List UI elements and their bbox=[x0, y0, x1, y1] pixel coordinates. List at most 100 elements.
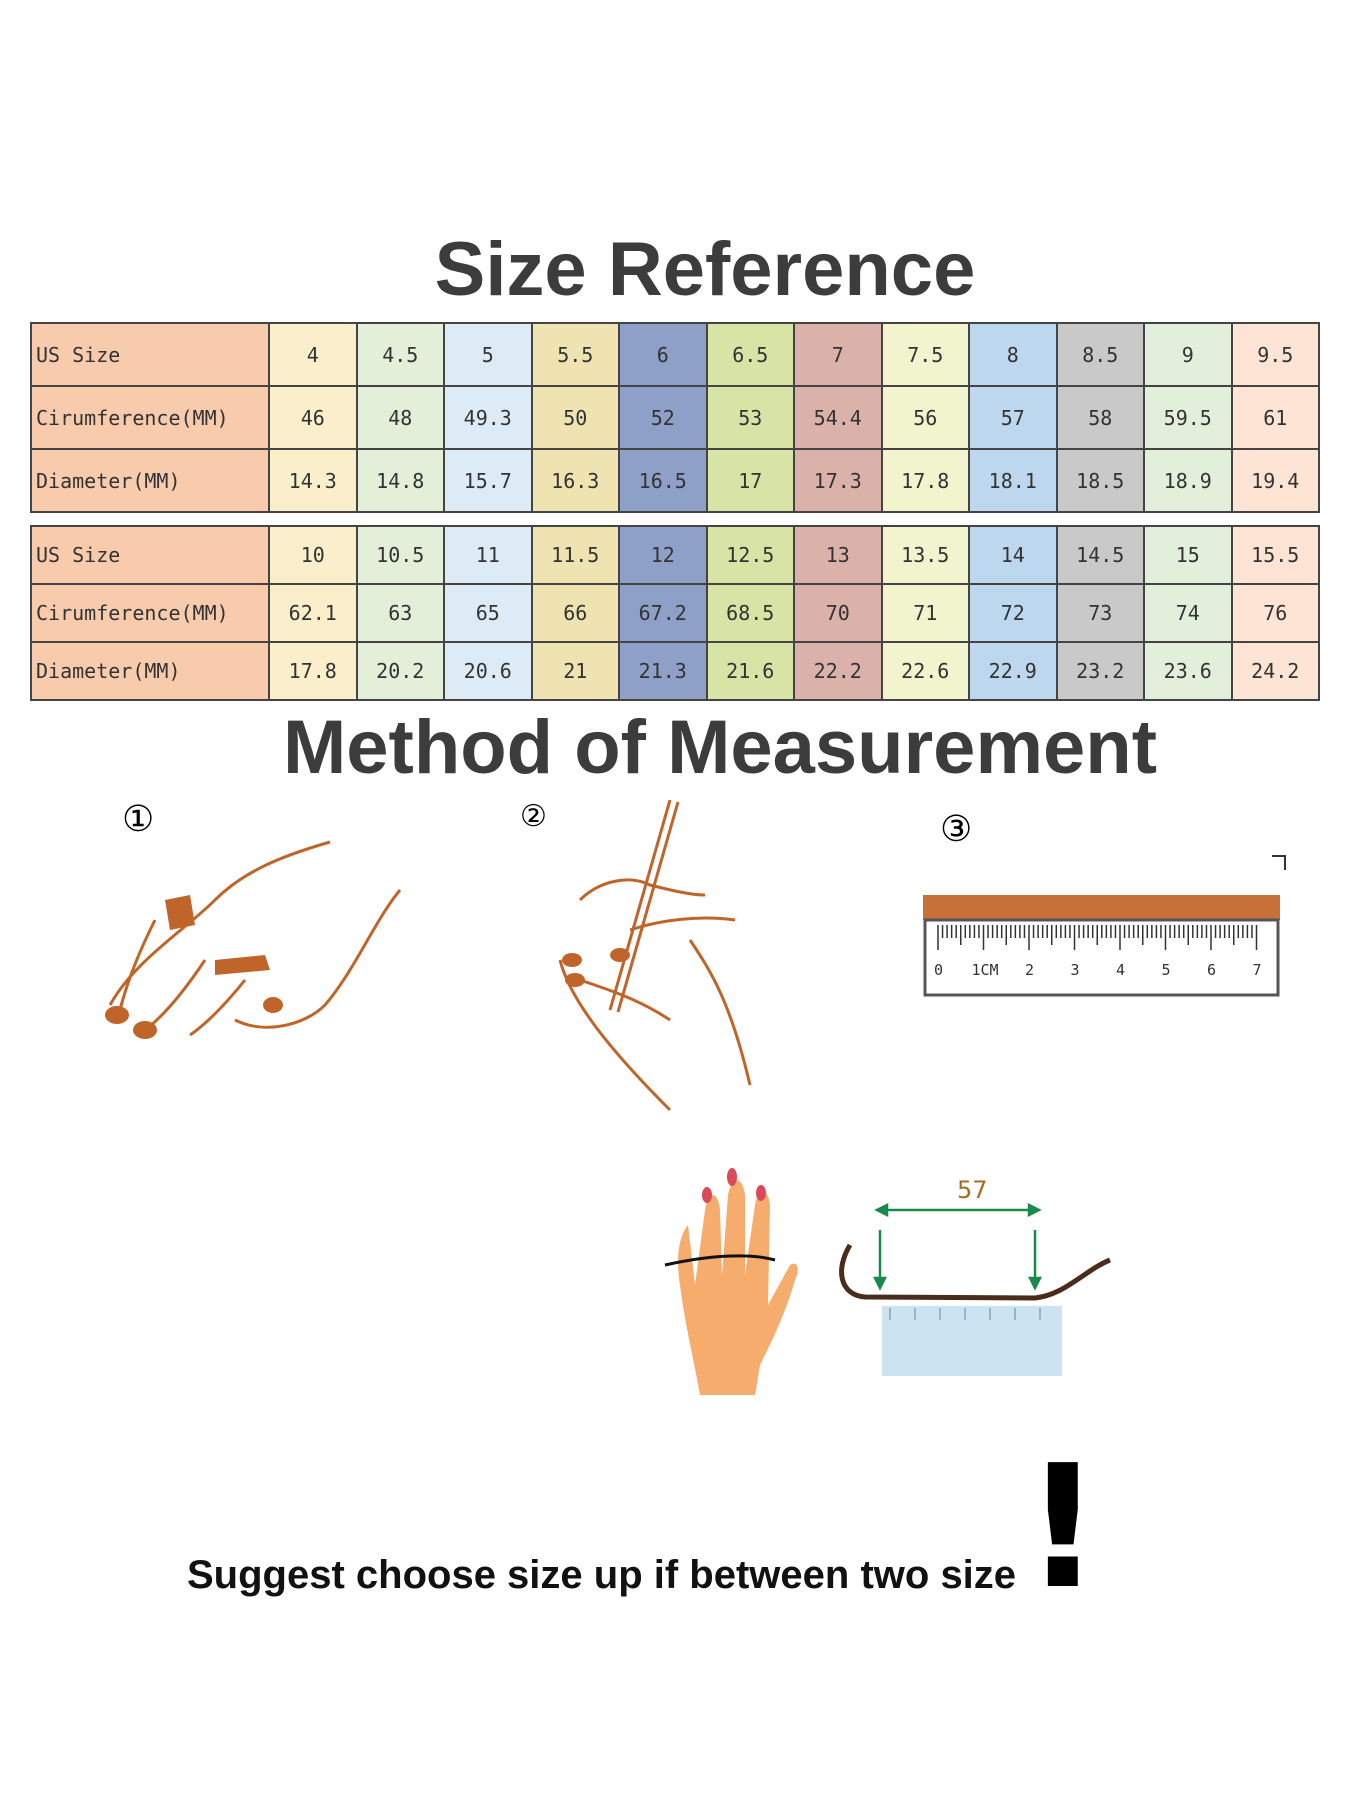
table-cell: 65 bbox=[443, 583, 533, 643]
table-cell: 62.1 bbox=[268, 583, 358, 643]
size-advice-note: Suggest choose size up if between two si… bbox=[187, 1553, 1017, 1597]
table-cell: 76 bbox=[1230, 583, 1320, 643]
table-cell: 74 bbox=[1143, 583, 1233, 643]
ruler-label: 2 bbox=[1025, 961, 1034, 979]
table-cell: 7.5 bbox=[880, 322, 970, 387]
table-row: US Size 10 10.5 11 11.5 12 12.5 13 13.5 14 14.5 15 1… bbox=[30, 525, 1320, 585]
table-cell: 23.2 bbox=[1055, 641, 1145, 701]
table-cell: 5.5 bbox=[530, 322, 620, 387]
table-cell: 63 bbox=[355, 583, 445, 643]
table-cell: 6.5 bbox=[705, 322, 795, 387]
ruler-label: 1CM bbox=[972, 961, 999, 979]
table-row: Cirumference(MM) 62.1 63 65 66 67.2 68.5 70 71 72… bbox=[30, 583, 1320, 643]
table-cell: 4.5 bbox=[355, 322, 445, 387]
table-cell: 20.2 bbox=[355, 641, 445, 701]
table-cell: 54.4 bbox=[793, 385, 883, 450]
table-cell: 4 bbox=[268, 322, 358, 387]
table-cell: 68.5 bbox=[705, 583, 795, 643]
table-cell: 56 bbox=[880, 385, 970, 450]
table-cell: 21.6 bbox=[705, 641, 795, 701]
table-cell: 9 bbox=[1143, 322, 1233, 387]
table-cell: 14.3 bbox=[268, 448, 358, 513]
table-cell: 13 bbox=[793, 525, 883, 585]
measure-value: 57 bbox=[957, 1176, 988, 1204]
table-cell: 16.3 bbox=[530, 448, 620, 513]
finger-string-illustration bbox=[664, 1168, 798, 1395]
row-label: Cirumference(MM) bbox=[30, 385, 270, 450]
table-cell: 46 bbox=[268, 385, 358, 450]
table-cell: 15.5 bbox=[1230, 525, 1320, 585]
table-cell: 49.3 bbox=[443, 385, 533, 450]
method-title: Method of Measurement bbox=[282, 705, 1158, 790]
row-label: US Size bbox=[30, 322, 270, 387]
table-cell: 11.5 bbox=[530, 525, 620, 585]
table-cell: 17.8 bbox=[268, 641, 358, 701]
step-3-number: ③ bbox=[940, 809, 973, 850]
table-cell: 50 bbox=[530, 385, 620, 450]
table-row: Diameter(MM) 14.3 14.8 15.7 16.3 16.5 17 17.3 17… bbox=[30, 448, 1320, 513]
table-cell: 18.5 bbox=[1055, 448, 1145, 513]
size-table-2: US Size 10 10.5 11 11.5 12 12.5 13 13.5 14 14.5 15 1… bbox=[30, 525, 1320, 701]
table-cell: 22.9 bbox=[968, 641, 1058, 701]
table-cell: 15 bbox=[1143, 525, 1233, 585]
row-label: US Size bbox=[30, 525, 270, 585]
table-cell: 9.5 bbox=[1230, 322, 1320, 387]
page-title: Size Reference bbox=[434, 227, 976, 312]
table-cell: 10.5 bbox=[355, 525, 445, 585]
table-row: Cirumference(MM) 46 48 49.3 50 52 53 54.4 56 57 58… bbox=[30, 385, 1320, 450]
table-cell: 67.2 bbox=[618, 583, 708, 643]
pen-marking-illustration bbox=[558, 800, 752, 1112]
ruler-label: 3 bbox=[1071, 961, 1080, 979]
table-cell: 6 bbox=[618, 322, 708, 387]
table-cell: 22.6 bbox=[880, 641, 970, 701]
table-cell: 7 bbox=[793, 322, 883, 387]
table-row: Diameter(MM) 17.8 20.2 20.6 21 21.3 21.6 22.2 22… bbox=[30, 641, 1320, 701]
ruler-label: 0 bbox=[934, 961, 943, 979]
table-cell: 13.5 bbox=[880, 525, 970, 585]
table-cell: 17.3 bbox=[793, 448, 883, 513]
row-label: Diameter(MM) bbox=[30, 641, 270, 701]
table-cell: 24.2 bbox=[1230, 641, 1320, 701]
table-cell: 19.4 bbox=[1230, 448, 1320, 513]
ruler-label: 5 bbox=[1162, 961, 1171, 979]
size-advice: Suggest choose size up if between two si… bbox=[187, 1429, 1102, 1627]
table-cell: 73 bbox=[1055, 583, 1145, 643]
table-cell: 15.7 bbox=[443, 448, 533, 513]
table-row: US Size 4 4.5 5 5.5 6 6.5 7 7.5 8 8.5 9 9.5 bbox=[30, 322, 1320, 387]
table-cell: 17 bbox=[705, 448, 795, 513]
table-cell: 8.5 bbox=[1055, 322, 1145, 387]
ruler-label: 6 bbox=[1207, 961, 1216, 979]
table-cell: 11 bbox=[443, 525, 533, 585]
table-cell: 14 bbox=[968, 525, 1058, 585]
row-label: Cirumference(MM) bbox=[30, 583, 270, 643]
hand-wrap-illustration bbox=[105, 840, 402, 1039]
table-cell: 17.8 bbox=[880, 448, 970, 513]
table-cell: 18.1 bbox=[968, 448, 1058, 513]
table-cell: 10 bbox=[268, 525, 358, 585]
table-cell: 20.6 bbox=[443, 641, 533, 701]
table-cell: 16.5 bbox=[618, 448, 708, 513]
table-cell: 21 bbox=[530, 641, 620, 701]
table-cell: 12.5 bbox=[705, 525, 795, 585]
table-cell: 18.9 bbox=[1143, 448, 1233, 513]
row-label: Diameter(MM) bbox=[30, 448, 270, 513]
table-cell: 22.2 bbox=[793, 641, 883, 701]
table-cell: 14.8 bbox=[355, 448, 445, 513]
table-cell: 57 bbox=[968, 385, 1058, 450]
table-cell: 52 bbox=[618, 385, 708, 450]
table-cell: 23.6 bbox=[1143, 641, 1233, 701]
size-table-1: US Size 4 4.5 5 5.5 6 6.5 7 7.5 8 8.5 9 9.5 Cirumfere… bbox=[30, 322, 1320, 513]
table-cell: 21.3 bbox=[618, 641, 708, 701]
table-cell: 8 bbox=[968, 322, 1058, 387]
table-cell: 71 bbox=[880, 583, 970, 643]
table-cell: 5 bbox=[443, 322, 533, 387]
step-1-number: ① bbox=[122, 799, 155, 840]
table-cell: 59.5 bbox=[1143, 385, 1233, 450]
table-cell: 48 bbox=[355, 385, 445, 450]
exclamation-mark: ! bbox=[1024, 1429, 1102, 1627]
table-cell: 53 bbox=[705, 385, 795, 450]
table-cell: 58 bbox=[1055, 385, 1145, 450]
string-measure-illustration: 57 bbox=[839, 1176, 1111, 1376]
table-cell: 72 bbox=[968, 583, 1058, 643]
table-cell: 14.5 bbox=[1055, 525, 1145, 585]
